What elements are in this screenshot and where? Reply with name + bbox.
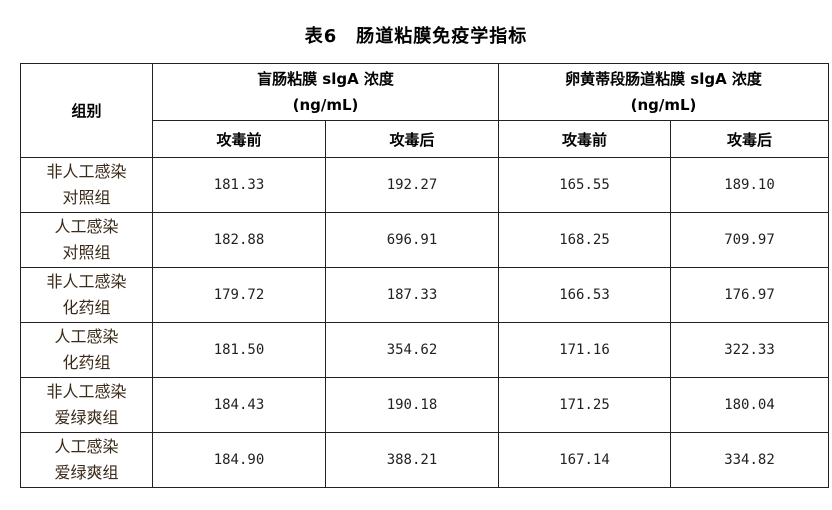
table-row: 非人工感染 化药组 179.72 187.33 166.53 176.97 (20, 267, 829, 323)
value-cell: 167.14 (498, 432, 671, 488)
group-name-line1: 人工感染 (54, 217, 119, 236)
yolk-stalk-header: 卵黄蒂段肠道粘膜 slgA 浓度 (ng/mL) (498, 63, 829, 121)
value-cell: 334.82 (670, 432, 829, 488)
group-name-line2: 爱绿爽组 (54, 463, 119, 482)
value-cell: 171.16 (498, 322, 671, 378)
group-name-line1: 非人工感染 (46, 382, 127, 401)
group-cell: 非人工感染 爱绿爽组 (20, 377, 153, 433)
group-cell: 非人工感染 化药组 (20, 267, 153, 323)
value-cell: 354.62 (325, 322, 499, 378)
table-row: 人工感染 对照组 182.88 696.91 168.25 709.97 (20, 212, 829, 268)
value-cell: 168.25 (498, 212, 671, 268)
group-cell: 非人工感染 对照组 (20, 157, 153, 213)
value-cell: 176.97 (670, 267, 829, 323)
value-cell: 165.55 (498, 157, 671, 213)
table-title: 表6 肠道粘膜免疫学指标 (304, 26, 528, 47)
group-name-line2: 对照组 (62, 188, 111, 207)
group-name-line2: 对照组 (62, 243, 111, 262)
value-cell: 696.91 (325, 212, 499, 268)
value-cell: 184.43 (152, 377, 326, 433)
yolk-stalk-header-name: 卵黄蒂段肠道粘膜 slgA 浓度 (565, 70, 762, 88)
value-cell: 189.10 (670, 157, 829, 213)
table-row: 人工感染 化药组 181.50 354.62 171.16 322.33 (20, 322, 829, 378)
cecum-header: 盲肠粘膜 slgA 浓度 (ng/mL) (152, 63, 499, 121)
group-name-line1: 人工感染 (54, 437, 119, 456)
group-cell: 人工感染 爱绿爽组 (20, 432, 153, 488)
group-name-line2: 爱绿爽组 (54, 408, 119, 427)
value-cell: 181.33 (152, 157, 326, 213)
value-cell: 388.21 (325, 432, 499, 488)
cecum-header-name: 盲肠粘膜 slgA 浓度 (257, 70, 394, 88)
table-row: 人工感染 爱绿爽组 184.90 388.21 167.14 334.82 (20, 432, 829, 488)
subheader-cell: 攻毒前 (152, 120, 326, 158)
value-cell: 709.97 (670, 212, 829, 268)
group-cell: 人工感染 化药组 (20, 322, 153, 378)
subheader-cell: 攻毒前 (498, 120, 671, 158)
yolk-stalk-header-unit: (ng/mL) (630, 96, 697, 114)
value-cell: 184.90 (152, 432, 326, 488)
value-cell: 171.25 (498, 377, 671, 433)
value-cell: 180.04 (670, 377, 829, 433)
value-cell: 166.53 (498, 267, 671, 323)
group-name-line2: 化药组 (62, 298, 111, 317)
group-header: 组别 (20, 63, 153, 158)
value-cell: 322.33 (670, 322, 829, 378)
value-cell: 192.27 (325, 157, 499, 213)
table-row: 非人工感染 爱绿爽组 184.43 190.18 171.25 180.04 (20, 377, 829, 433)
subheader-cell: 攻毒后 (670, 120, 829, 158)
table-row: 非人工感染 对照组 181.33 192.27 165.55 189.10 (20, 157, 829, 213)
group-name-line2: 化药组 (62, 353, 111, 372)
group-name-line1: 非人工感染 (46, 272, 127, 291)
group-name-line1: 非人工感染 (46, 162, 127, 181)
value-cell: 190.18 (325, 377, 499, 433)
value-cell: 187.33 (325, 267, 499, 323)
group-name-line1: 人工感染 (54, 327, 119, 346)
subheader-cell: 攻毒后 (325, 120, 499, 158)
value-cell: 181.50 (152, 322, 326, 378)
value-cell: 182.88 (152, 212, 326, 268)
immunology-table: 组别 盲肠粘膜 slgA 浓度 (ng/mL) 卵黄蒂段肠道粘膜 slgA 浓度… (20, 63, 829, 488)
value-cell: 179.72 (152, 267, 326, 323)
cecum-header-unit: (ng/mL) (292, 96, 359, 114)
group-cell: 人工感染 对照组 (20, 212, 153, 268)
